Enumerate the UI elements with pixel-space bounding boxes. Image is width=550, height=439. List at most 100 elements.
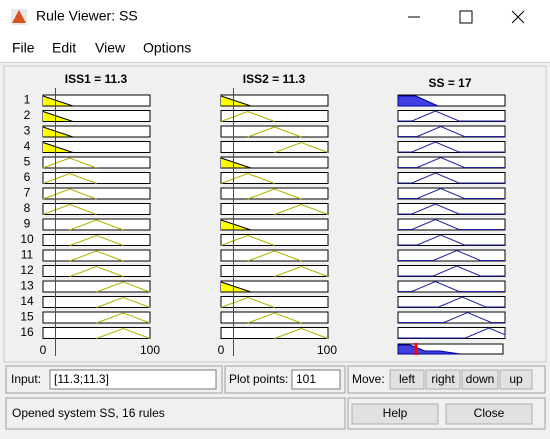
mf-box bbox=[397, 265, 506, 277]
rule-number: 10 bbox=[20, 232, 34, 246]
status-panel bbox=[5, 397, 346, 430]
mf-box bbox=[220, 187, 329, 200]
input-label: Input: bbox=[11, 372, 41, 386]
output-shape bbox=[398, 327, 506, 339]
rule-number: 6 bbox=[24, 170, 31, 184]
mf-shape bbox=[247, 312, 302, 324]
window-title: Rule Viewer: SS bbox=[36, 8, 138, 24]
input-field[interactable] bbox=[49, 369, 217, 390]
rule-number: 2 bbox=[24, 108, 31, 122]
mf-shape bbox=[69, 265, 124, 277]
input-value[interactable]: [11.3;11.3] bbox=[54, 372, 109, 386]
rule-number: 14 bbox=[20, 294, 34, 308]
mf-box bbox=[397, 203, 506, 215]
mf-box bbox=[397, 311, 506, 324]
mf-shape bbox=[220, 172, 275, 184]
mf-shape bbox=[274, 327, 329, 339]
mf-box bbox=[42, 249, 151, 262]
mf-box bbox=[397, 327, 506, 339]
axis-label: 0 bbox=[40, 343, 47, 357]
help-button-label[interactable]: Help bbox=[383, 406, 408, 420]
rule-number: 13 bbox=[20, 279, 34, 293]
help-button[interactable] bbox=[351, 403, 439, 425]
output-shape bbox=[398, 234, 505, 246]
maximize-button[interactable] bbox=[459, 10, 473, 24]
mf-shape bbox=[247, 188, 302, 200]
mf-box bbox=[397, 280, 506, 293]
output-fired bbox=[397, 95, 439, 107]
mf-fired bbox=[220, 219, 252, 231]
rule-number: 4 bbox=[24, 139, 31, 153]
mf-shape bbox=[220, 296, 275, 308]
rule-number: 1 bbox=[24, 93, 31, 107]
mf-box bbox=[42, 265, 151, 277]
mf-shape bbox=[247, 126, 302, 138]
mf-shape bbox=[220, 234, 275, 246]
mf-fired bbox=[42, 126, 74, 138]
output-header: SS = 17 bbox=[428, 76, 471, 90]
rule-number: 9 bbox=[24, 217, 31, 231]
rule-number: 5 bbox=[24, 155, 31, 169]
aggregate-shape bbox=[397, 344, 461, 355]
output-shape bbox=[398, 249, 505, 261]
mf-box bbox=[220, 311, 329, 324]
mf-box bbox=[42, 234, 151, 246]
mf-shape bbox=[96, 312, 151, 324]
status-text: Opened system SS, 16 rules bbox=[12, 406, 165, 420]
close-button-label[interactable]: Close bbox=[474, 406, 505, 420]
plot-points-field[interactable] bbox=[291, 369, 341, 390]
axis-label: 100 bbox=[140, 343, 160, 357]
menu-item[interactable]: Options bbox=[143, 40, 191, 56]
mf-shape bbox=[96, 296, 151, 308]
mf-box bbox=[42, 218, 151, 231]
mf-shape bbox=[69, 219, 124, 231]
move-button-label[interactable]: right bbox=[431, 372, 455, 386]
mf-box bbox=[397, 172, 506, 184]
mf-shape bbox=[274, 141, 329, 153]
mf-shape bbox=[274, 265, 329, 277]
app-icon-shape bbox=[12, 10, 26, 23]
mf-fired bbox=[220, 157, 252, 169]
output-shape bbox=[398, 311, 505, 323]
mf-shape bbox=[247, 250, 302, 262]
output-shape bbox=[398, 218, 505, 230]
rule-number: 15 bbox=[20, 310, 34, 324]
move-button-label[interactable]: left bbox=[399, 372, 416, 386]
axis-label: 0 bbox=[218, 343, 225, 357]
mf-box bbox=[397, 110, 506, 122]
move-button-label[interactable]: up bbox=[509, 372, 523, 386]
move-button[interactable] bbox=[425, 369, 461, 390]
mf-fired bbox=[220, 95, 252, 107]
move-label: Move: bbox=[352, 372, 385, 386]
mf-fired bbox=[220, 281, 252, 293]
move-button-label[interactable]: down bbox=[466, 372, 495, 386]
move-button[interactable] bbox=[389, 369, 425, 390]
close-button[interactable] bbox=[445, 403, 533, 425]
input-header: ISS1 = 11.3 bbox=[65, 72, 128, 86]
mf-shape bbox=[69, 234, 124, 246]
menu-item[interactable]: File bbox=[12, 40, 35, 56]
rule-number: 16 bbox=[20, 325, 34, 339]
rule-number: 8 bbox=[24, 201, 31, 215]
move-button[interactable] bbox=[461, 369, 499, 390]
menu-item[interactable]: View bbox=[95, 40, 126, 56]
rule-number: 11 bbox=[21, 248, 34, 262]
output-shape bbox=[398, 203, 505, 215]
menu-item[interactable]: Edit bbox=[52, 40, 76, 56]
mf-shape bbox=[42, 157, 97, 169]
output-shape bbox=[398, 187, 505, 199]
output-shape bbox=[398, 280, 505, 292]
output-shape bbox=[398, 156, 505, 168]
mf-shape bbox=[274, 203, 329, 215]
close-window-button[interactable] bbox=[511, 10, 525, 24]
move-button[interactable] bbox=[499, 369, 533, 390]
plot-points-value[interactable]: 101 bbox=[296, 372, 316, 386]
mf-shape bbox=[42, 172, 97, 184]
axis-label: 100 bbox=[317, 343, 337, 357]
title-bar bbox=[0, 0, 550, 34]
mf-box bbox=[397, 249, 506, 262]
input-header: ISS2 = 11.3 bbox=[243, 72, 306, 86]
output-shape bbox=[398, 141, 505, 153]
rule-number: 7 bbox=[24, 186, 31, 200]
